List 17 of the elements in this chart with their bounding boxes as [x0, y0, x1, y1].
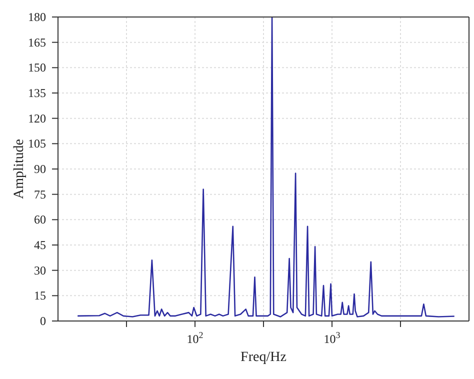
x-tick-label: 10$^{3}$	[324, 330, 341, 346]
y-tick-label: 0	[40, 314, 46, 328]
y-tick-label: 45	[34, 238, 46, 252]
y-tick-label: 15	[34, 288, 46, 303]
y-tick-label: 60	[34, 212, 46, 227]
x-axis-title: Freq/Hz	[240, 350, 286, 365]
y-tick-label: 105	[28, 136, 46, 151]
y-axis-title: Amplitude	[12, 139, 27, 199]
y-tick-label: 120	[28, 111, 46, 126]
y-tick-label: 150	[28, 60, 46, 75]
y-tick-label: 30	[34, 263, 46, 278]
y-tick-label: 135	[28, 86, 46, 100]
y-tick-label: 90	[34, 162, 46, 176]
y-tick-label: 165	[28, 35, 46, 50]
x-tick-label: 10$^{2}$	[186, 330, 204, 346]
y-tick-label: 75	[34, 187, 46, 202]
y-tick-label: 180	[28, 10, 46, 24]
